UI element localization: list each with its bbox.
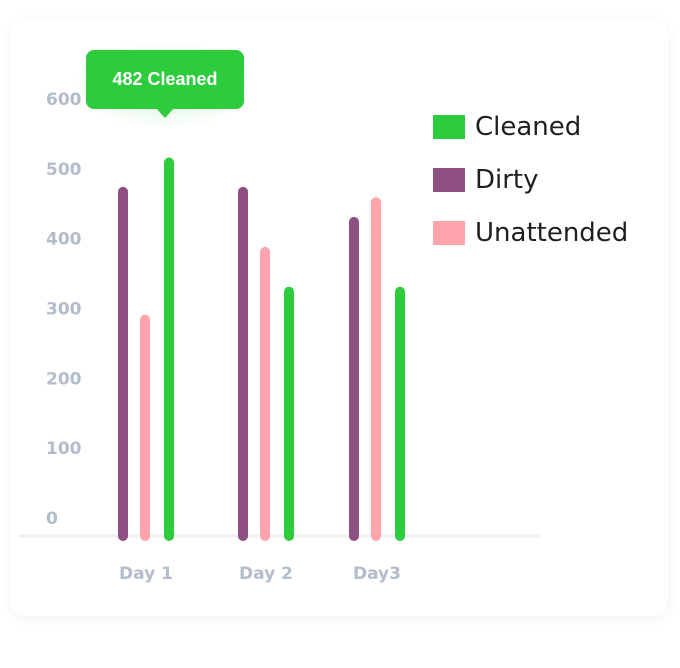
y-tick-label: 0: [46, 509, 58, 529]
legend-item-dirty[interactable]: Dirty: [433, 153, 628, 206]
bar-dirty-0[interactable]: [118, 186, 128, 542]
x-axis-ticks: Day 1 Day 2 Day3: [119, 564, 401, 584]
x-tick-label: Day 2: [239, 564, 293, 584]
bar-dirty-1[interactable]: [238, 186, 248, 542]
y-tick-label: 300: [46, 300, 82, 320]
y-tick-label: 400: [46, 230, 82, 250]
legend-item-cleaned[interactable]: Cleaned: [433, 100, 628, 153]
x-tick-label: Day3: [353, 564, 401, 584]
y-tick-label: 600: [46, 90, 82, 110]
legend-label: Unattended: [475, 217, 629, 248]
x-tick-label: Day 1: [119, 564, 173, 584]
legend-item-unattended[interactable]: Unattended: [433, 206, 628, 259]
bar-dirty-2[interactable]: [349, 216, 359, 541]
legend-swatch-cleaned: [433, 114, 465, 139]
bar-unattended-2[interactable]: [371, 197, 381, 541]
legend-label: Dirty: [475, 164, 539, 195]
legend-swatch-unattended: [433, 220, 465, 245]
bar-cleaned-1[interactable]: [284, 286, 294, 541]
legend: Cleaned Dirty Unattended: [433, 100, 628, 259]
y-tick-label: 500: [46, 160, 82, 180]
bar-cleaned-0[interactable]: [164, 157, 174, 541]
legend-label: Cleaned: [475, 111, 582, 142]
y-axis-ticks: 0 100 200 300 400 500 600: [46, 90, 82, 529]
bar-cleaned-2[interactable]: [395, 286, 405, 541]
y-tick-label: 100: [46, 439, 82, 459]
tooltip-arrow: [156, 108, 174, 118]
bar-tooltip: 482 Cleaned: [86, 50, 244, 109]
legend-swatch-dirty: [433, 167, 465, 192]
y-tick-label: 200: [46, 369, 82, 389]
bar-unattended-1[interactable]: [260, 246, 270, 541]
bars: [118, 157, 405, 542]
bar-unattended-0[interactable]: [140, 314, 150, 541]
